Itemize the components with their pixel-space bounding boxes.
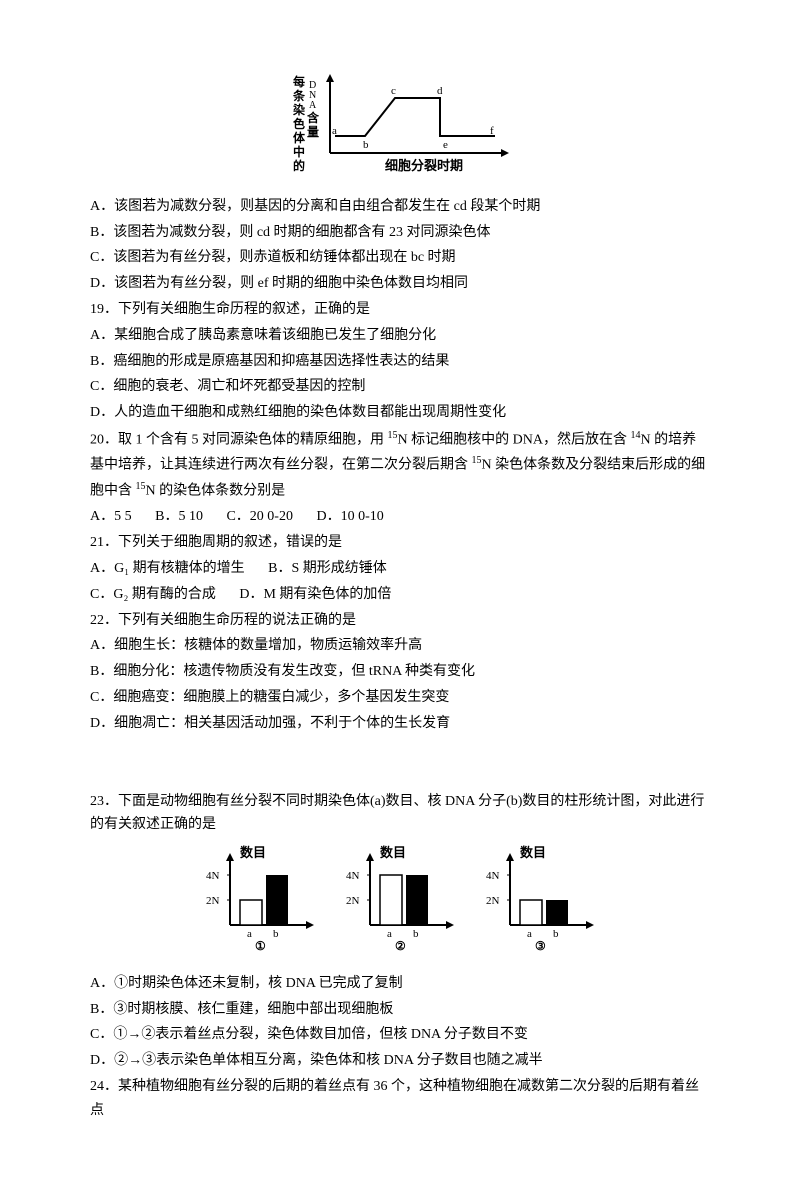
fig1-wrap: 每 条 染 色 体 中 的 D N A 含 量 a b c d e f 细胞分裂… [90,68,710,187]
svg-text:a: a [247,928,252,940]
svg-text:中: 中 [293,144,305,159]
q22-stem: 22．下列有关细胞生命历程的说法正确的是 [90,609,710,633]
svg-text:4N: 4N [486,870,500,882]
svg-text:A: A [309,100,317,111]
q19-C: C．细胞的衰老、凋亡和坏死都受基因的控制 [90,375,710,399]
q19-stem: 19．下列有关细胞生命历程的叙述，正确的是 [90,298,710,322]
q21-opts2: C．G₂ 期有酶的合成 D．M 期有染色体的加倍 [90,583,710,607]
svg-text:a: a [332,125,337,137]
svg-text:量: 量 [307,125,319,139]
svg-text:数目: 数目 [380,845,406,860]
q22-A: A．细胞生长：核糖体的数量增加，物质运输效率升高 [90,634,710,658]
svg-text:染: 染 [292,102,306,117]
fig2-chart: 数目 4N 2N a b ① 数目 4N 2N [190,845,610,955]
svg-text:③: ③ [535,939,546,953]
q23-stem: 23．下面是动物细胞有丝分裂不同时期染色体(a)数目、核 DNA 分子(b)数目… [90,790,710,838]
svg-text:a: a [527,928,532,940]
svg-text:b: b [273,928,279,940]
q22-C: C．细胞癌变：细胞膜上的糖蛋白减少，多个基因发生突变 [90,686,710,710]
svg-text:f: f [490,125,494,137]
svg-text:条: 条 [292,88,306,103]
svg-text:4N: 4N [346,870,360,882]
svg-text:2N: 2N [486,895,500,907]
q23-A: A．①时期染色体还未复制，核 DNA 已完成了复制 [90,972,710,996]
q20-stem: 20．取 1 个含有 5 对同源染色体的精原细胞，用 15N 标记细胞核中的 D… [90,427,710,503]
svg-text:每: 每 [293,74,305,89]
svg-text:2N: 2N [206,895,220,907]
q23-D: D．②→③表示染色单体相互分离，染色体和核 DNA 分子数目也随之减半 [90,1049,710,1073]
q18-D: D．该图若为有丝分裂，则 ef 时期的细胞中染色体数目均相同 [90,272,710,296]
svg-text:a: a [387,928,392,940]
q18-A: A．该图若为减数分裂，则基因的分离和自由组合都发生在 cd 段某个时期 [90,195,710,219]
svg-text:e: e [443,139,448,151]
svg-text:含: 含 [307,110,320,125]
svg-text:b: b [553,928,559,940]
svg-text:2N: 2N [346,895,360,907]
fig1-xlabel: 细胞分裂时期 [385,158,463,173]
svg-text:的: 的 [293,158,305,173]
svg-text:数目: 数目 [520,845,546,860]
q19-B: B．癌细胞的形成是原癌基因和抑癌基因选择性表达的结果 [90,350,710,374]
q18-B: B．该图若为减数分裂，则 cd 时期的细胞都含有 23 对同源染色体 [90,221,710,245]
svg-text:4N: 4N [206,870,220,882]
fig1-chart: 每 条 染 色 体 中 的 D N A 含 量 a b c d e f 细胞分裂… [285,68,515,178]
q21-stem: 21．下列关于细胞周期的叙述，错误的是 [90,531,710,555]
svg-text:d: d [437,85,443,97]
q18-C: C．该图若为有丝分裂，则赤道板和纺锤体都出现在 bc 时期 [90,246,710,270]
svg-text:b: b [413,928,419,940]
q23-C: C．①→②表示着丝点分裂，染色体数目加倍，但核 DNA 分子数目不变 [90,1023,710,1047]
svg-text:①: ① [255,939,266,953]
q22-D: D．细胞凋亡：相关基因活动加强，不利于个体的生长发育 [90,712,710,736]
q22-B: B．细胞分化：核遗传物质没有发生改变，但 tRNA 种类有变化 [90,660,710,684]
svg-text:②: ② [395,939,406,953]
q19-A: A．某细胞合成了胰岛素意味着该细胞已发生了细胞分化 [90,324,710,348]
q20-opts: A．5 5 B．5 10 C．20 0-20 D．10 0-10 [90,505,710,529]
q24-stem: 24．某种植物细胞有丝分裂的后期的着丝点有 36 个，这种植物细胞在减数第二次分… [90,1075,710,1123]
svg-text:数目: 数目 [240,845,266,860]
q19-D: D．人的造血干细胞和成熟红细胞的染色体数目都能出现周期性变化 [90,401,710,425]
svg-text:b: b [363,139,369,151]
svg-text:体: 体 [293,130,306,145]
q21-opts1: A．G₁ 期有核糖体的增生 B．S 期形成纺锤体 [90,557,710,581]
svg-text:色: 色 [293,116,305,131]
svg-text:c: c [391,85,396,97]
fig2-wrap: 数目 4N 2N a b ① 数目 4N 2N [90,845,710,964]
q23-B: B．③时期核膜、核仁重建，细胞中部出现细胞板 [90,998,710,1022]
